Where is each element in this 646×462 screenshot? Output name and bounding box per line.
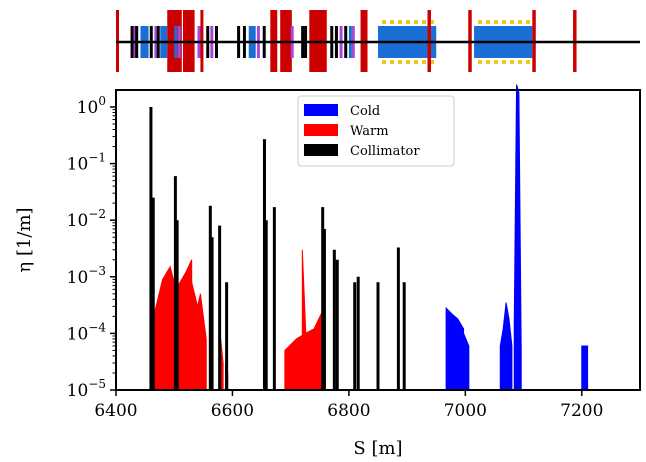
- x-tick-label: 7200: [560, 401, 603, 421]
- y-tick-label: 10−1: [67, 151, 106, 175]
- beamline-marker-dot: [486, 60, 491, 64]
- beamline-marker-dot: [494, 60, 499, 64]
- beamline-marker-dot: [414, 60, 418, 64]
- x-tick-label: 7000: [444, 401, 487, 421]
- series-warm-area-0: [154, 265, 175, 391]
- beamline-marker-dot: [510, 60, 515, 64]
- y-axis-label: η [1/m]: [14, 207, 35, 272]
- beamline-marker-dot: [430, 60, 434, 64]
- legend: Cold Warm Collimator: [297, 95, 455, 167]
- beamline-layout: [116, 10, 640, 72]
- beamline-marker-dot: [422, 20, 426, 24]
- y-tick-label: 10−4: [67, 320, 107, 344]
- beamline-marker-dot: [414, 20, 418, 24]
- beamline-marker-dot: [510, 20, 515, 24]
- series-layer: [149, 84, 589, 391]
- beamline-marker-dot: [502, 20, 507, 24]
- beamline-marker-dot: [382, 60, 386, 64]
- series-warm-area-2: [191, 282, 207, 391]
- beamline-marker-dot: [382, 20, 386, 24]
- beamline-marker-dot: [518, 20, 523, 24]
- beamline-marker-dot: [494, 20, 499, 24]
- beamline-marker-dot: [526, 20, 531, 24]
- x-axis-ticks: 6400 6600 6800 7000 7200: [94, 390, 603, 421]
- beamline-marker-dot: [398, 20, 402, 24]
- beamline-marker-dot: [518, 60, 523, 64]
- legend-label-collimator: Collimator: [350, 144, 420, 159]
- beamline-marker-dot: [478, 60, 483, 64]
- beamline-marker-dot: [486, 20, 491, 24]
- plot-frame: [115, 89, 641, 391]
- series-warm-area-6: [301, 249, 307, 391]
- series-cold-area-1: [463, 333, 470, 391]
- beamline-marker-dot: [390, 20, 394, 24]
- series-cold-area-4: [581, 345, 589, 391]
- x-tick-label: 6400: [94, 401, 137, 421]
- beamline-marker-dot: [478, 20, 483, 24]
- y-axis-ticks: 100 10−1 10−2 10−3 10−4 10−5: [67, 94, 116, 401]
- y-tick-label: 10−2: [67, 207, 106, 231]
- beamline-marker-dot: [526, 60, 531, 64]
- x-tick-label: 6800: [327, 401, 370, 421]
- legend-label-warm: Warm: [350, 124, 389, 139]
- y-tick-label: 100: [77, 94, 106, 118]
- series-cold-area-2: [499, 302, 513, 391]
- y-tick-label: 10−5: [67, 377, 106, 401]
- beamline-marker-dot: [390, 60, 394, 64]
- series-cold-area-0: [445, 306, 465, 391]
- legend-swatch-warm: [304, 124, 338, 136]
- x-axis-label: S [m]: [353, 438, 402, 459]
- beamline-marker-dot: [502, 60, 507, 64]
- legend-swatch-collimator: [304, 144, 338, 156]
- x-tick-label: 6600: [211, 401, 254, 421]
- legend-swatch-cold: [304, 104, 338, 116]
- plot-area: 6400 6600 6800 7000 7200 100 10−1 10−2 10−3 10−4…: [67, 84, 641, 421]
- series-cold-area-3: [513, 84, 522, 391]
- beamline-marker-dot: [422, 60, 426, 64]
- legend-label-cold: Cold: [350, 104, 380, 119]
- beamline-marker-dot: [406, 20, 410, 24]
- beamline-marker-dot: [406, 60, 410, 64]
- beamline-marker-dot: [398, 60, 402, 64]
- y-tick-label: 10−3: [67, 264, 106, 288]
- beamline-marker-dot: [430, 20, 434, 24]
